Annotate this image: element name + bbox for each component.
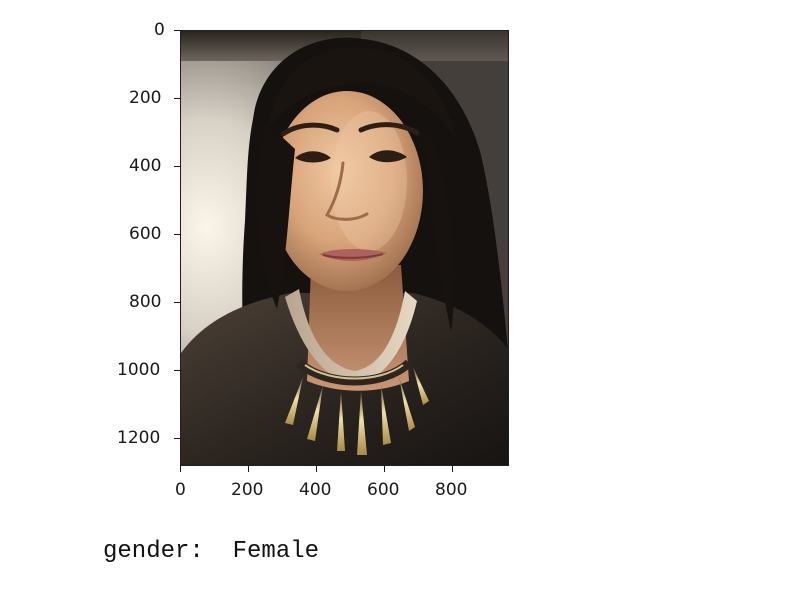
y-tick-label: 1000 [117,360,161,380]
y-tick-mark-600 [174,234,180,235]
selfie-photo [181,31,508,465]
gender-output-text: gender: Female [103,538,320,565]
y-tick-mark-1200 [174,438,180,439]
x-tick-mark-0 [180,466,181,472]
y-tick-label: 800 [129,292,162,312]
x-tick-mark-400 [316,466,317,472]
y-tick-mark-800 [174,302,180,303]
y-tick-mark-0 [174,30,180,31]
y-tick-label: 200 [129,88,162,108]
y-tick-label: 600 [129,224,162,244]
y-tick-label: 400 [129,156,162,176]
x-tick-label: 600 [367,480,400,500]
x-tick-label: 0 [175,480,186,500]
x-tick-label: 800 [435,480,468,500]
y-tick-mark-1000 [174,370,180,371]
y-tick-mark-400 [174,166,180,167]
x-tick-mark-800 [452,466,453,472]
y-tick-label: 1200 [117,428,161,448]
plot-figure: 0 200 400 600 800 1000 1200 0 200 400 60… [117,20,509,500]
x-tick-mark-600 [384,466,385,472]
x-tick-label: 400 [299,480,332,500]
x-tick-label: 200 [231,480,264,500]
image-axes [180,30,509,466]
y-tick-mark-200 [174,98,180,99]
x-tick-mark-200 [248,466,249,472]
y-tick-label: 0 [154,20,165,40]
